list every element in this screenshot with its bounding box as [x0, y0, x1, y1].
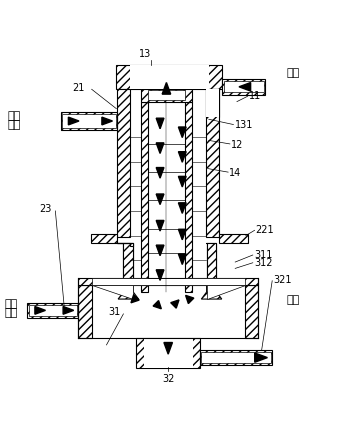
Bar: [136, 338, 200, 368]
Text: 混合: 混合: [4, 299, 17, 309]
Polygon shape: [153, 300, 161, 309]
Text: 氢气: 氢气: [286, 68, 299, 78]
Text: 23: 23: [40, 204, 52, 214]
Text: 13: 13: [139, 49, 152, 58]
Polygon shape: [178, 254, 186, 264]
Polygon shape: [201, 285, 222, 299]
Bar: [201, 352, 271, 363]
Bar: [192, 89, 206, 237]
Bar: [206, 89, 219, 117]
Text: 12: 12: [231, 140, 243, 150]
Polygon shape: [156, 167, 164, 178]
Polygon shape: [63, 307, 74, 314]
Text: 131: 131: [234, 120, 253, 130]
Polygon shape: [117, 243, 133, 246]
Text: 11: 11: [249, 91, 261, 101]
Text: 312: 312: [254, 258, 272, 268]
Polygon shape: [185, 295, 194, 303]
Bar: [148, 90, 185, 100]
Text: 21: 21: [72, 82, 85, 93]
Polygon shape: [117, 243, 133, 285]
Polygon shape: [164, 342, 172, 354]
Polygon shape: [178, 152, 186, 162]
Polygon shape: [68, 117, 79, 125]
Bar: [130, 65, 209, 89]
Bar: [27, 303, 78, 319]
Text: 311: 311: [254, 250, 272, 260]
Bar: [141, 101, 148, 292]
Text: 321: 321: [273, 276, 292, 285]
Text: 排水: 排水: [286, 295, 299, 305]
Polygon shape: [206, 243, 217, 285]
Polygon shape: [118, 285, 138, 299]
Polygon shape: [207, 285, 245, 299]
Polygon shape: [162, 82, 171, 94]
Polygon shape: [156, 245, 164, 256]
Bar: [29, 305, 77, 316]
Polygon shape: [178, 203, 186, 214]
Bar: [61, 112, 117, 130]
Polygon shape: [178, 229, 186, 240]
Text: 气体: 气体: [4, 308, 17, 318]
Bar: [223, 81, 264, 93]
Bar: [148, 101, 185, 292]
Polygon shape: [156, 194, 164, 205]
Text: 混合: 混合: [8, 111, 21, 120]
Text: 31: 31: [108, 307, 120, 318]
Bar: [78, 285, 92, 338]
Polygon shape: [102, 117, 113, 125]
Bar: [92, 285, 245, 338]
Bar: [245, 285, 258, 338]
Bar: [141, 89, 192, 101]
Polygon shape: [178, 176, 186, 187]
Text: 32: 32: [162, 374, 175, 384]
Polygon shape: [156, 143, 164, 153]
Bar: [222, 79, 265, 94]
Bar: [206, 89, 219, 117]
Bar: [200, 350, 272, 365]
Bar: [124, 243, 133, 285]
Bar: [131, 89, 141, 237]
Polygon shape: [255, 353, 267, 362]
Bar: [185, 101, 192, 292]
Bar: [219, 234, 247, 243]
Bar: [206, 89, 219, 237]
Polygon shape: [156, 270, 164, 280]
Text: 221: 221: [256, 225, 274, 235]
Polygon shape: [239, 82, 251, 91]
Bar: [207, 243, 217, 285]
Polygon shape: [156, 118, 164, 129]
Bar: [91, 234, 117, 243]
Text: 气体: 气体: [8, 120, 21, 129]
Bar: [116, 65, 222, 89]
Bar: [92, 278, 245, 285]
Bar: [143, 338, 193, 368]
Text: 14: 14: [229, 168, 241, 178]
Bar: [78, 278, 258, 285]
Bar: [133, 243, 207, 285]
Polygon shape: [156, 221, 164, 231]
Bar: [117, 89, 131, 237]
Polygon shape: [131, 295, 139, 303]
Polygon shape: [171, 300, 179, 308]
Polygon shape: [35, 307, 45, 314]
Bar: [133, 285, 141, 292]
Polygon shape: [92, 285, 133, 299]
Bar: [192, 285, 207, 292]
Polygon shape: [178, 127, 186, 138]
Bar: [62, 114, 116, 128]
